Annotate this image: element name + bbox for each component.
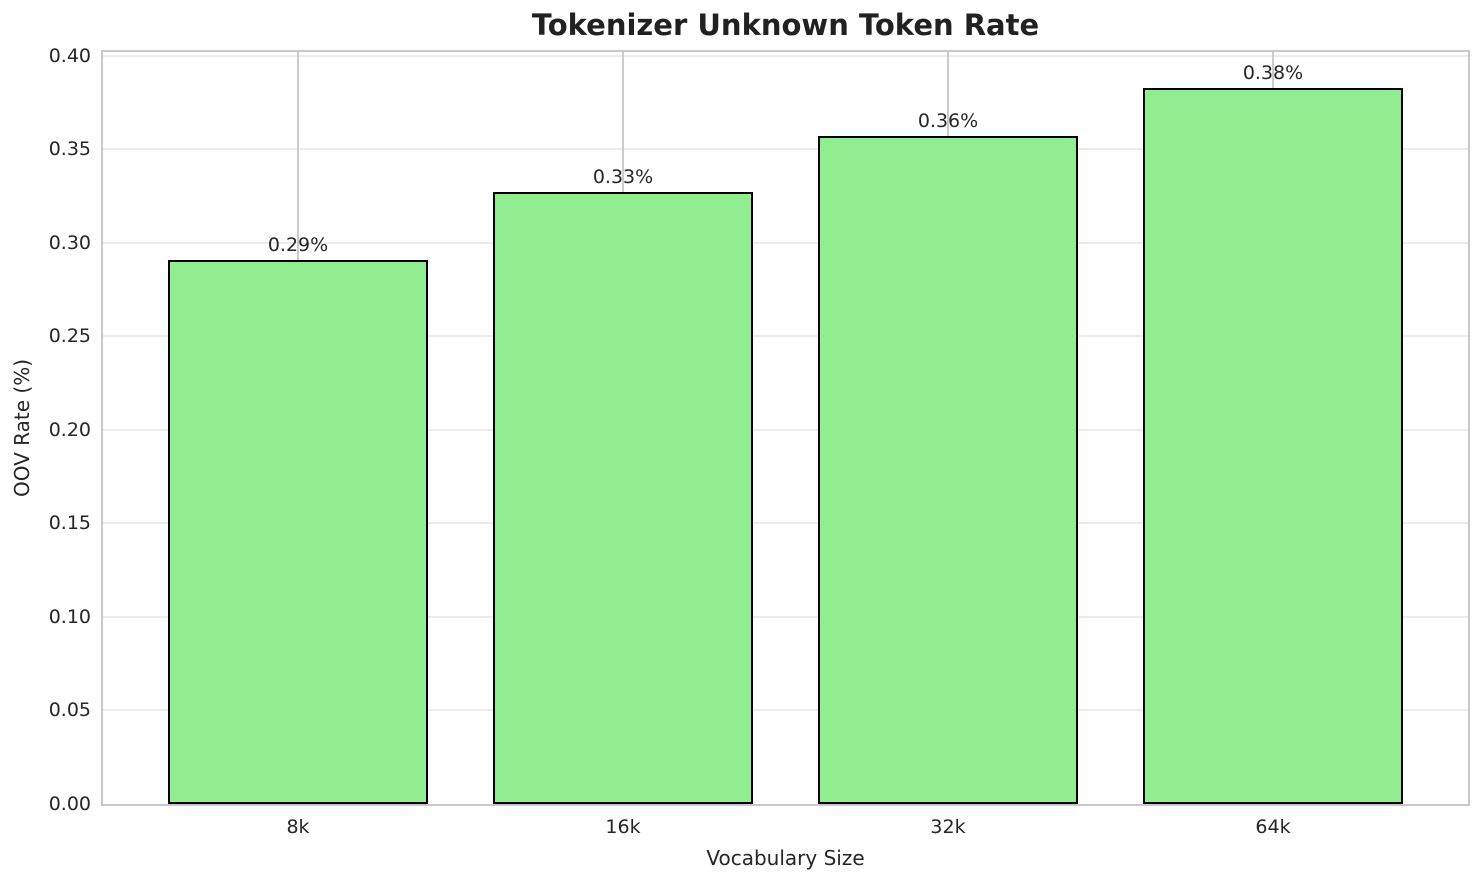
y-tick-label: 0.15 — [48, 512, 91, 535]
bar-64k — [1143, 87, 1403, 804]
bar-value-label: 0.33% — [592, 166, 654, 189]
bar-16k — [493, 192, 753, 804]
x-tick-label: 16k — [605, 816, 641, 838]
bar-value-label: 0.38% — [1242, 61, 1304, 84]
gridline-horizontal — [103, 709, 1468, 712]
bar-value-label: 0.36% — [917, 110, 979, 133]
x-tick-label: 32k — [930, 816, 966, 838]
gridline-horizontal — [103, 335, 1468, 338]
y-tick-label: 0.10 — [48, 605, 91, 628]
y-tick-label: 0.30 — [48, 231, 91, 254]
plot-area: 0.29% 0.33% 0.36% 0.38% — [101, 50, 1470, 806]
y-tick-label: 0.40 — [48, 44, 91, 67]
chart-title: Tokenizer Unknown Token Rate — [531, 8, 1040, 42]
x-tick-label: 64k — [1255, 816, 1291, 838]
gridline-horizontal — [103, 615, 1468, 618]
gridline-horizontal — [103, 522, 1468, 525]
y-tick-label: 0.20 — [48, 418, 91, 441]
y-tick-label: 0.05 — [48, 699, 91, 722]
gridline-horizontal — [103, 148, 1468, 151]
gridline-horizontal — [103, 241, 1468, 244]
gridline-horizontal — [103, 54, 1468, 57]
bar-value-label: 0.29% — [267, 233, 329, 256]
x-axis-label: Vocabulary Size — [706, 846, 865, 870]
y-tick-label: 0.35 — [48, 138, 91, 161]
bar-8k — [168, 259, 428, 804]
y-tick-label: 0.25 — [48, 325, 91, 348]
bar-32k — [818, 136, 1078, 804]
y-tick-label: 0.00 — [48, 793, 91, 815]
gridline-horizontal — [103, 428, 1468, 431]
x-tick-label: 8k — [286, 816, 310, 838]
